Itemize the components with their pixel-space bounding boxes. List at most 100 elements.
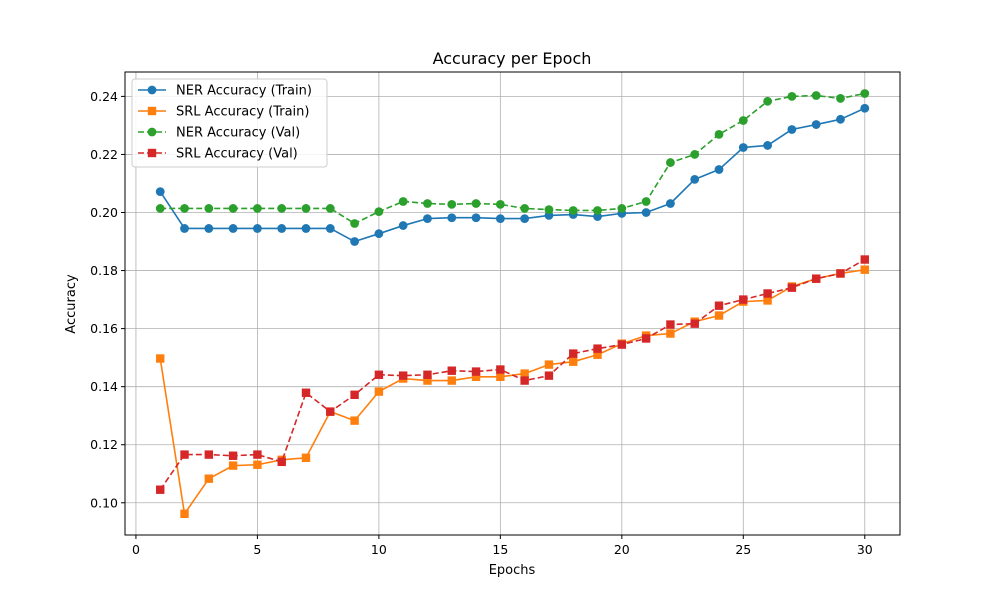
data-point	[544, 371, 554, 380]
data-point	[495, 214, 505, 223]
data-point	[253, 204, 262, 213]
data-point	[641, 197, 651, 206]
data-point	[350, 390, 359, 399]
legend: NER Accuracy (Train) SRL Accuracy (Train)…	[131, 78, 328, 168]
data-point	[398, 221, 408, 230]
y-tick-label: 0.22	[90, 147, 118, 162]
data-point	[228, 461, 238, 470]
data-point	[253, 224, 262, 233]
series-line	[159, 268, 865, 515]
y-tick-label: 0.16	[90, 321, 118, 336]
data-point	[326, 407, 335, 416]
data-point	[374, 370, 384, 379]
y-tick-label: 0.18	[90, 263, 118, 278]
x-tick-label: 30	[857, 542, 873, 557]
data-point	[544, 205, 554, 214]
chart-title: Accuracy per Epoch	[433, 49, 592, 68]
data-point	[325, 204, 335, 213]
data-point	[180, 509, 189, 519]
x-tick-label: 25	[735, 542, 751, 557]
data-point	[787, 125, 797, 134]
data-point	[423, 199, 432, 208]
data-point	[228, 204, 238, 213]
legend-marker	[147, 106, 157, 116]
series-line	[159, 258, 866, 491]
plot-frame	[124, 71, 901, 536]
y-tick-label: 0.12	[90, 437, 118, 452]
legend-entry: SRL Accuracy (Val)	[138, 147, 298, 162]
data-point	[617, 204, 627, 213]
y-tick-label: 0.10	[90, 495, 118, 510]
series-layer	[155, 89, 870, 519]
data-point	[496, 372, 505, 381]
data-point	[277, 204, 287, 213]
data-point	[690, 175, 700, 184]
data-point	[325, 224, 335, 233]
data-point	[471, 199, 481, 208]
x-tick-label: 5	[253, 542, 261, 557]
data-point	[350, 237, 359, 246]
data-point	[180, 450, 189, 459]
data-point	[301, 453, 311, 462]
data-point	[495, 199, 505, 209]
data-point	[714, 301, 724, 310]
data-point	[204, 204, 214, 213]
series-3	[155, 89, 870, 228]
legend-label: NER Accuracy (Train)	[176, 84, 312, 99]
y-tick-label: 0.20	[90, 205, 118, 220]
data-point	[739, 295, 748, 304]
data-point	[860, 103, 870, 113]
y-axis-label: Accuracy	[64, 274, 79, 334]
data-point	[569, 349, 578, 358]
data-point	[156, 354, 165, 363]
data-point	[763, 141, 772, 150]
data-point	[860, 255, 869, 264]
data-point	[860, 89, 870, 98]
data-point	[253, 450, 262, 459]
data-point	[180, 224, 189, 233]
legend-entry: NER Accuracy (Train)	[138, 84, 312, 99]
legend-entry: NER Accuracy (Val)	[138, 126, 300, 141]
data-point	[860, 265, 869, 274]
data-point	[836, 269, 845, 278]
data-point	[666, 199, 675, 208]
data-point	[738, 116, 748, 125]
data-point	[204, 224, 214, 233]
x-tick-label: 0	[132, 542, 140, 557]
data-point	[374, 207, 384, 217]
data-point	[277, 224, 287, 233]
data-point	[641, 334, 651, 343]
data-point	[690, 319, 699, 328]
x-axis-label: Epochs	[489, 563, 536, 578]
data-point	[811, 91, 821, 100]
data-point	[423, 370, 432, 379]
data-point	[374, 229, 384, 239]
y-tick-label: 0.24	[90, 89, 118, 104]
data-point	[423, 214, 432, 223]
data-point	[301, 204, 311, 213]
data-point	[520, 204, 530, 213]
data-point	[155, 187, 165, 196]
data-point	[738, 143, 748, 152]
data-point	[277, 457, 286, 467]
data-point	[593, 206, 602, 215]
data-point	[204, 450, 214, 459]
data-point	[787, 283, 797, 292]
data-point	[447, 199, 457, 209]
legend-entry: SRL Accuracy (Train)	[138, 105, 309, 120]
data-point	[301, 224, 311, 233]
data-point	[496, 365, 505, 374]
x-tick-label: 15	[492, 542, 508, 557]
data-point	[350, 416, 359, 425]
data-point	[787, 91, 797, 101]
legend-marker	[147, 148, 157, 158]
x-tick-label: 20	[614, 542, 630, 557]
legend-label: SRL Accuracy (Val)	[176, 147, 298, 162]
data-point	[666, 320, 675, 329]
data-point	[714, 165, 724, 174]
legend-marker	[147, 85, 157, 95]
data-point	[593, 212, 602, 221]
data-point	[666, 329, 675, 338]
x-tick-label: 10	[371, 542, 387, 557]
